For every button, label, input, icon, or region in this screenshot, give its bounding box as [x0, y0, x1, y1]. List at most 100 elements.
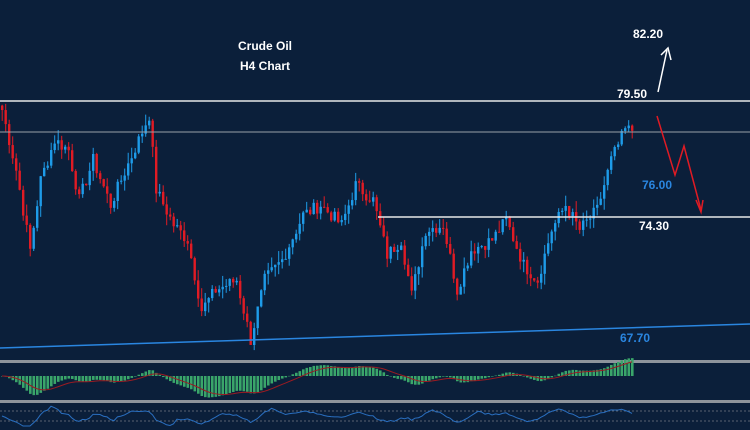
trendline-67.70	[0, 323, 750, 349]
macd-bar	[613, 363, 617, 376]
macd-bar	[260, 376, 263, 391]
pane-separator[interactable]	[0, 360, 750, 363]
pane-separator[interactable]	[0, 400, 750, 403]
macd-bar	[599, 369, 603, 376]
candle-down	[85, 183, 88, 186]
macd-bar	[508, 372, 512, 376]
macd-bar	[242, 376, 246, 392]
macd-bar	[218, 376, 221, 397]
candle-up	[554, 223, 557, 232]
macd-bar	[302, 369, 305, 376]
candle-down	[529, 274, 532, 279]
candle-up	[312, 202, 315, 215]
candle-down	[323, 206, 326, 208]
candle-up	[463, 268, 466, 287]
macd-bar	[151, 370, 155, 376]
macd-bar	[39, 376, 43, 393]
macd-bar	[333, 366, 337, 376]
macd-bar	[193, 376, 197, 392]
macd-bar	[176, 376, 179, 385]
candle-down	[512, 227, 515, 242]
macd-bar	[123, 376, 127, 381]
candle-up	[228, 278, 231, 286]
candle-up	[218, 289, 221, 293]
macd-bar	[522, 375, 526, 377]
candle-up	[582, 220, 585, 230]
candle-up	[620, 130, 623, 145]
macd-bar	[81, 376, 85, 382]
candle-up	[522, 259, 525, 262]
candle-up	[606, 169, 609, 186]
candle-down	[578, 221, 581, 230]
candle-down	[15, 158, 18, 171]
candle-down	[309, 209, 312, 215]
candle-down	[162, 191, 165, 205]
candle-down	[515, 241, 518, 249]
candle-up	[253, 328, 256, 345]
candle-up	[466, 265, 469, 269]
candle-up	[137, 136, 140, 153]
candle-down	[435, 228, 438, 233]
candle-down	[186, 241, 189, 244]
macd-bar	[109, 376, 113, 383]
level-label: 76.00	[642, 178, 673, 192]
macd-bar	[305, 367, 309, 376]
macd-bar	[543, 376, 547, 381]
macd-bar	[309, 367, 312, 376]
macd-bar	[67, 376, 71, 379]
candle-down	[393, 246, 396, 252]
macd-bar	[15, 376, 18, 383]
candle-down	[519, 248, 522, 262]
macd-bar	[186, 376, 190, 388]
candle-up	[36, 206, 39, 228]
macd-bar	[277, 376, 281, 381]
candle-down	[60, 140, 63, 150]
candle-up	[148, 120, 151, 126]
macd-bar	[344, 368, 347, 376]
macd-bar	[270, 376, 274, 384]
candle-down	[95, 153, 98, 174]
candle-up	[50, 150, 53, 166]
candle-down	[190, 243, 193, 259]
macd-bar	[435, 376, 438, 379]
candle-down	[449, 243, 452, 254]
macd-bar	[400, 376, 403, 380]
macd-bar	[127, 376, 130, 380]
candle-up	[207, 298, 210, 303]
candle-up	[431, 228, 434, 232]
candle-down	[232, 278, 235, 283]
macd-bar	[144, 371, 148, 376]
macd-bar	[200, 376, 204, 397]
macd-bar	[407, 376, 410, 383]
candle-up	[505, 217, 508, 220]
down-arrow-head-icon	[695, 199, 704, 215]
macd-bar	[631, 358, 634, 376]
macd-bar	[204, 376, 207, 398]
macd-bar	[288, 375, 291, 377]
candle-up	[284, 258, 287, 260]
level-label: 67.70	[620, 331, 651, 345]
macd-bar	[190, 376, 193, 390]
candle-down	[193, 258, 196, 281]
macd-bar	[557, 373, 561, 376]
macd-bar	[50, 376, 53, 387]
macd-bar	[92, 376, 95, 380]
macd-bar	[326, 365, 330, 376]
candle-down	[179, 225, 182, 231]
macd-bar	[162, 376, 165, 378]
macd-bar	[589, 370, 592, 376]
macd-bar	[375, 368, 379, 376]
candle-up	[256, 306, 259, 329]
candle-up	[120, 180, 123, 182]
macd-bar	[284, 376, 288, 378]
candle-down	[242, 298, 245, 314]
macd-bar	[232, 376, 235, 392]
candle-up	[624, 128, 627, 131]
candle-up	[263, 273, 266, 291]
candle-down	[25, 215, 28, 225]
candle-up	[211, 288, 214, 299]
candles-group	[1, 103, 634, 351]
candle-down	[386, 236, 389, 259]
macd-bar	[235, 376, 239, 391]
